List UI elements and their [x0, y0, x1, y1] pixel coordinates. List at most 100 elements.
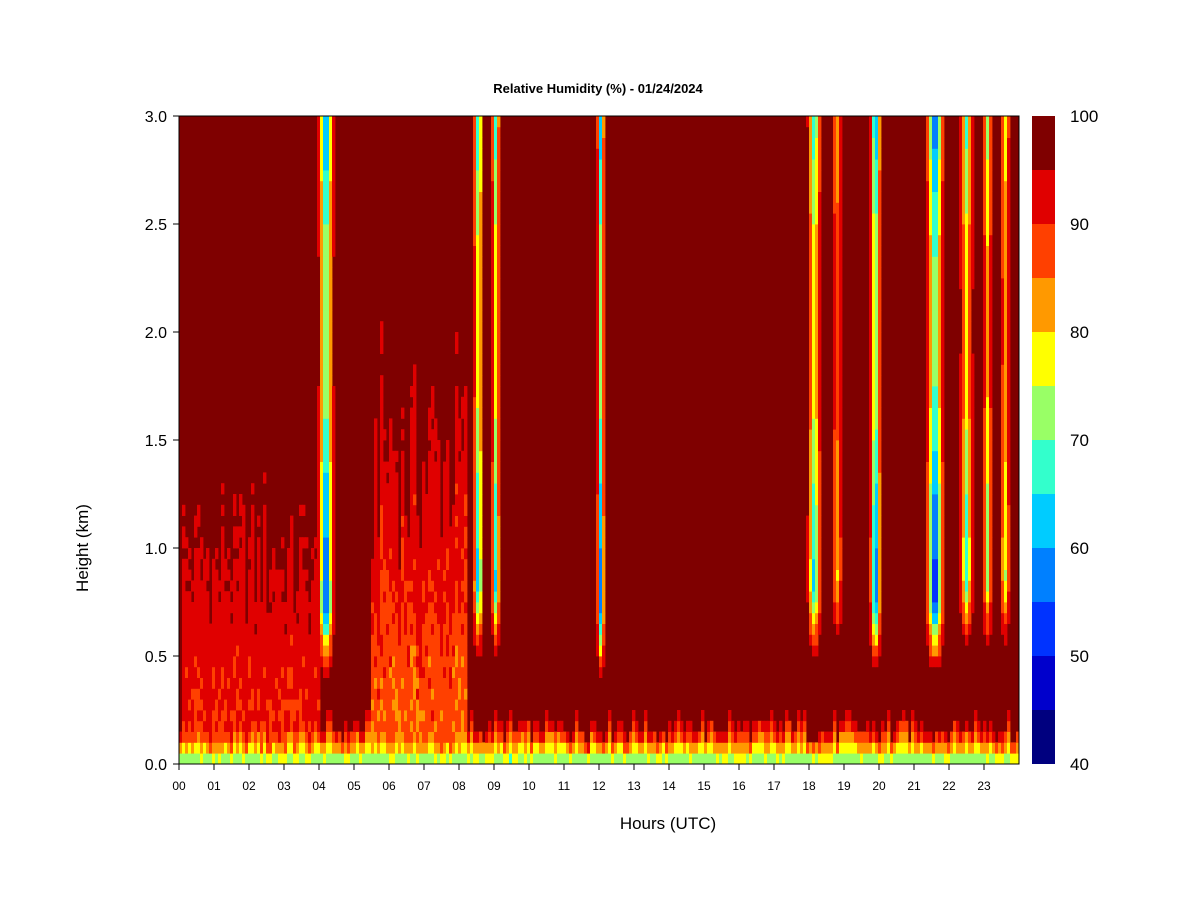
heatmap-cell [443, 558, 447, 570]
heatmap-cell [416, 591, 420, 603]
heatmap-cell [839, 213, 843, 225]
heatmap-cell [869, 170, 873, 182]
heatmap-cell [836, 429, 840, 441]
heatmap-cell [440, 699, 444, 711]
heatmap-cell [473, 310, 477, 322]
heatmap-cell [962, 440, 966, 452]
heatmap-cell [437, 558, 441, 570]
heatmap-cell [875, 537, 879, 549]
heatmap-cell [818, 299, 822, 311]
heatmap-cell [878, 429, 882, 441]
heatmap-cell [599, 126, 603, 138]
heatmap-cell [473, 558, 477, 570]
heatmap-cell [866, 753, 870, 765]
heatmap-cell [872, 591, 876, 603]
heatmap-cell [401, 688, 405, 700]
heatmap-cell [455, 623, 459, 635]
heatmap-cell [413, 634, 417, 646]
heatmap-cell [191, 612, 195, 624]
heatmap-cell [446, 494, 450, 506]
heatmap-cell [413, 602, 417, 614]
heatmap-cell [599, 623, 603, 635]
heatmap-cell [398, 699, 402, 711]
heatmap-cell [929, 623, 933, 635]
heatmap-cell [872, 159, 876, 171]
heatmap-cell [986, 612, 990, 624]
heatmap-cell [269, 688, 273, 700]
heatmap-cell [947, 753, 951, 765]
heatmap-cell [404, 612, 408, 624]
heatmap-cell [878, 180, 882, 192]
heatmap-cell [932, 148, 936, 160]
heatmap-cell [320, 494, 324, 506]
heatmap-cell [818, 353, 822, 365]
heatmap-cell [296, 720, 300, 732]
heatmap-cell [884, 731, 888, 743]
heatmap-cell [938, 342, 942, 354]
heatmap-cell [1004, 116, 1008, 128]
colorbar-swatch [1032, 440, 1055, 494]
heatmap-cell [818, 623, 822, 635]
heatmap-cell [329, 483, 333, 495]
heatmap-cell [599, 731, 603, 743]
heatmap-cell [182, 753, 186, 765]
heatmap-cell [305, 753, 309, 765]
heatmap-cell [200, 753, 204, 765]
heatmap-cell [941, 267, 945, 279]
heatmap-cell [998, 731, 1002, 743]
heatmap-cell [833, 267, 837, 279]
heatmap-cell [221, 623, 225, 635]
heatmap-cell [443, 548, 447, 560]
heatmap-cell [263, 677, 267, 689]
heatmap-cell [320, 558, 324, 570]
heatmap-cell [416, 731, 420, 743]
heatmap-cell [227, 699, 231, 711]
heatmap-cell [302, 742, 306, 754]
heatmap-cell [989, 191, 993, 203]
heatmap-cell [1001, 753, 1005, 765]
heatmap-cell [215, 677, 219, 689]
heatmap-cell [878, 461, 882, 473]
heatmap-cell [332, 137, 336, 149]
heatmap-cell [392, 656, 396, 668]
chart-title: Relative Humidity (%) - 01/24/2024 [493, 81, 703, 96]
heatmap-cell [935, 548, 939, 560]
heatmap-cell [455, 612, 459, 624]
heatmap-cell [1007, 137, 1011, 149]
heatmap-cell [692, 731, 696, 743]
heatmap-cell [392, 688, 396, 700]
heatmap-cell [938, 148, 942, 160]
heatmap-cell [281, 656, 285, 668]
heatmap-cell [317, 472, 321, 484]
heatmap-cell [1007, 742, 1011, 754]
heatmap-cell [926, 440, 930, 452]
heatmap-cell [938, 418, 942, 430]
heatmap-cell [335, 753, 339, 765]
heatmap-cell [986, 623, 990, 635]
heatmap-cell [308, 666, 312, 678]
heatmap-cell [299, 504, 303, 516]
heatmap-cell [272, 731, 276, 743]
heatmap-cell [653, 731, 657, 743]
heatmap-cell [422, 742, 426, 754]
heatmap-cell [194, 699, 198, 711]
heatmap-cell [965, 224, 969, 236]
heatmap-cell [926, 159, 930, 171]
heatmap-cell [323, 731, 327, 743]
heatmap-cell [965, 418, 969, 430]
heatmap-cell [434, 688, 438, 700]
heatmap-cell [965, 375, 969, 387]
heatmap-cell [473, 353, 477, 365]
heatmap-cell [206, 656, 210, 668]
heatmap-cell [821, 753, 825, 765]
heatmap-cell [374, 472, 378, 484]
heatmap-cell [317, 515, 321, 527]
heatmap-cell [407, 645, 411, 657]
heatmap-cell [935, 742, 939, 754]
heatmap-cell [1007, 353, 1011, 365]
heatmap-cell [293, 634, 297, 646]
heatmap-cell [1004, 548, 1008, 560]
heatmap-cell [992, 731, 996, 743]
heatmap-cell [560, 753, 564, 765]
heatmap-cell [962, 116, 966, 128]
